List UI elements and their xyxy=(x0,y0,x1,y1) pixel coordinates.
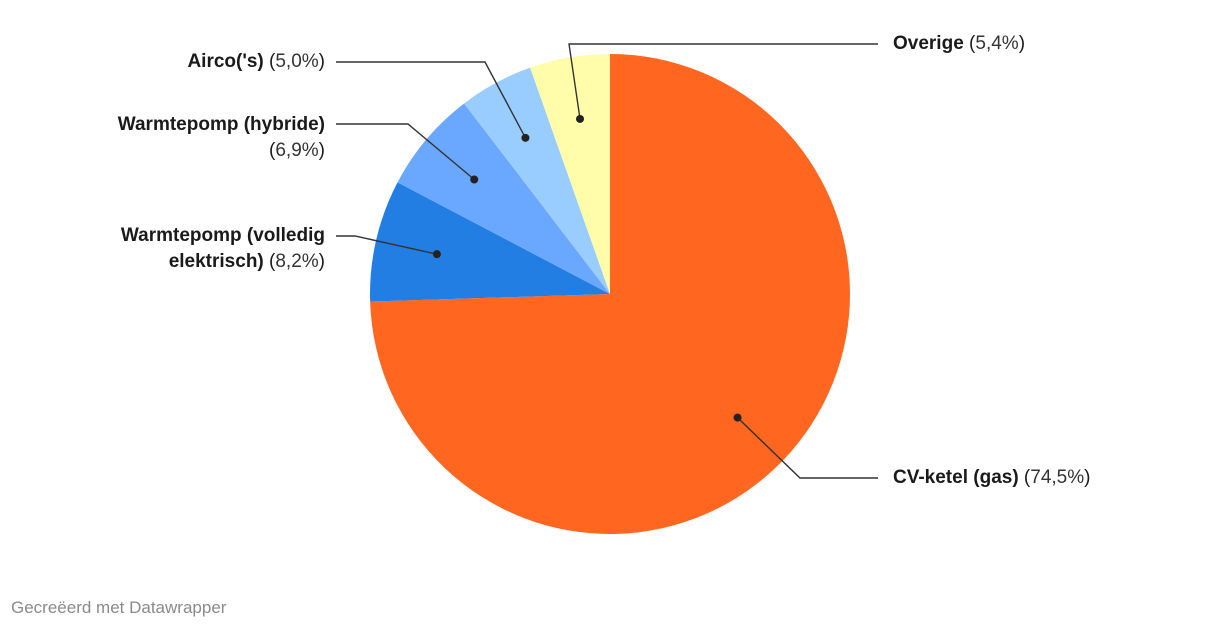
leader-dot-overige xyxy=(576,114,585,123)
pie-slice-airco xyxy=(464,67,610,294)
leader-line-cv-ketel xyxy=(737,417,878,479)
leader-dot-warmtepomp-volledig xyxy=(432,250,441,259)
pie-slice-cv-ketel xyxy=(370,54,851,534)
label-warmtepomp-volledig: Warmtepomp (volledig elektrisch) (8,2%) xyxy=(120,225,325,272)
label-airco: Airco('s) (5,0%) xyxy=(187,51,325,72)
pie-slice-overige xyxy=(530,54,610,294)
leader-dot-airco xyxy=(521,133,530,142)
leader-line-overige xyxy=(568,43,878,120)
leader-line-warmtepomp-volledig xyxy=(336,235,438,255)
label-overige: Overige (5,4%) xyxy=(893,33,1026,54)
label-cv-ketel: CV-ketel (gas) (74,5%) xyxy=(893,467,1091,488)
pie-slice-warmtepomp-hybride xyxy=(397,103,610,294)
leader-line-warmtepomp-hybride xyxy=(336,123,475,181)
leader-line-airco xyxy=(336,61,527,139)
leader-dot-cv-ketel xyxy=(733,413,742,422)
pie-slice-warmtepomp-volledig xyxy=(370,182,610,302)
label-warmtepomp-hybride: Warmtepomp (hybride) (6,9%) xyxy=(117,114,325,161)
credit-text: Gecreëerd met Datawrapper xyxy=(11,598,227,617)
leader-dot-warmtepomp-hybride xyxy=(470,175,479,184)
